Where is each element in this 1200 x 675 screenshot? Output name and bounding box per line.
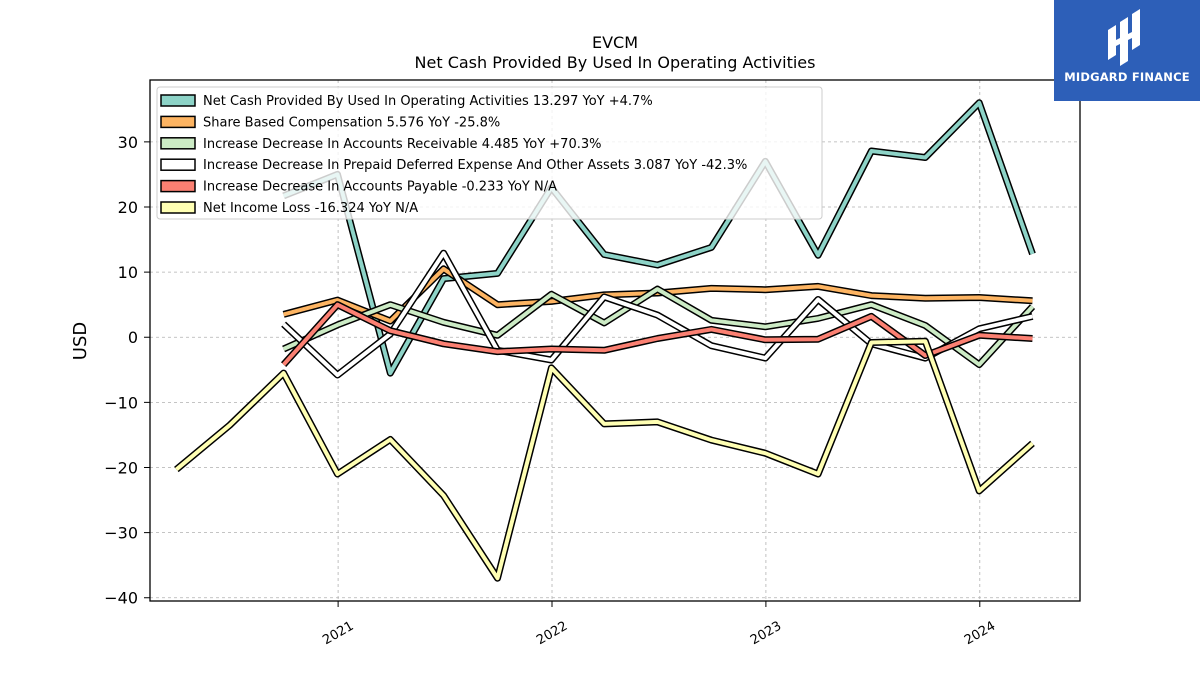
legend-box xyxy=(156,86,823,220)
legend-entry-0: Net Cash Provided By Used In Operating A… xyxy=(203,94,653,109)
legend-entry-3: Increase Decrease In Prepaid Deferred Ex… xyxy=(203,158,747,173)
chart-subtitle: Net Cash Provided By Used In Operating A… xyxy=(415,53,816,72)
y-tick-label: 20 xyxy=(118,198,138,217)
series-line-3 xyxy=(282,251,1033,377)
y-axis-label: USD xyxy=(70,322,91,360)
y-tick-label: 10 xyxy=(118,263,138,282)
chart-title: EVCM xyxy=(592,33,638,52)
logo-mark-icon xyxy=(1108,9,1140,66)
y-tick-label: −20 xyxy=(104,458,138,477)
x-tick-label: 2024 xyxy=(962,619,998,649)
legend-entry-2: Increase Decrease In Accounts Receivable… xyxy=(203,137,601,152)
y-axis: −40 −30 −20 −10 0 10 20 30 xyxy=(104,133,150,608)
x-tick-label: 2023 xyxy=(748,619,784,649)
legend-swatch-2 xyxy=(160,137,196,150)
plot-frame xyxy=(149,79,1081,602)
legend-entry-4: Increase Decrease In Accounts Payable -0… xyxy=(203,180,557,195)
logo-text: MIDGARD FINANCE xyxy=(1064,70,1190,84)
legend-entry-1: Share Based Compensation 5.576 YoY -25.8… xyxy=(203,115,500,130)
y-tick-label: −30 xyxy=(104,524,138,543)
y-tick-label: −10 xyxy=(104,393,138,412)
series-layer xyxy=(174,99,1036,582)
legend: Net Cash Provided By Used In Operating A… xyxy=(156,86,823,220)
legend-swatch-0 xyxy=(160,94,196,107)
legend-swatch-1 xyxy=(160,115,196,129)
series-line-5 xyxy=(175,339,1034,581)
y-tick-label: 30 xyxy=(118,133,138,152)
y-tick-label: 0 xyxy=(128,328,138,347)
legend-swatch-4 xyxy=(160,179,196,193)
legend-swatch-3 xyxy=(160,158,196,171)
x-tick-label: 2021 xyxy=(320,619,356,649)
brand-logo: MIDGARD FINANCE xyxy=(1054,0,1200,101)
series-outline-5 xyxy=(174,337,1035,582)
y-tick-label: −40 xyxy=(104,589,138,608)
x-tick-label: 2022 xyxy=(534,619,570,649)
legend-swatch-5 xyxy=(160,201,196,214)
x-axis: 2021 2022 2023 2024 xyxy=(320,601,998,648)
legend-entry-5: Net Income Loss -16.324 YoY N/A xyxy=(203,201,418,216)
series-line-0 xyxy=(282,100,1035,376)
